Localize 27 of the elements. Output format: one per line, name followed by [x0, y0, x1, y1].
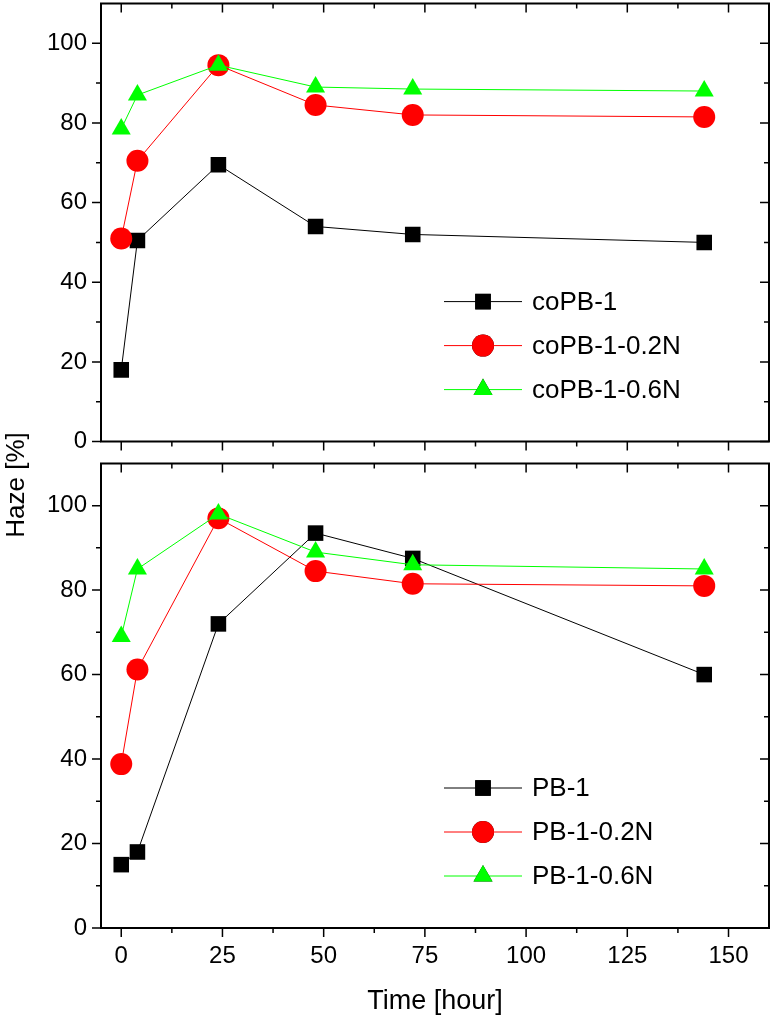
y-tick-label: 80: [60, 574, 87, 602]
x-tick-label: 150: [708, 941, 749, 969]
y-tick-label: 20: [60, 828, 87, 856]
x-tick-label: 50: [310, 941, 338, 969]
legend-label: PB-1: [532, 772, 590, 803]
y-tick-label: 80: [60, 107, 87, 135]
x-tick-label: 75: [411, 941, 439, 969]
y-tick-label: 60: [60, 659, 87, 687]
y-tick-label: 40: [60, 266, 87, 294]
y-tick-label: 20: [60, 346, 87, 374]
legend-label: PB-1-0.6N: [532, 860, 654, 891]
x-tick-label: 125: [607, 941, 648, 969]
legend-label: PB-1-0.2N: [532, 816, 654, 847]
y-tick-label: 100: [46, 490, 87, 518]
legend-label: coPB-1-0.6N: [532, 373, 681, 404]
y-axis-title: Haze [%]: [0, 431, 30, 540]
x-axis-title: Time [hour]: [367, 985, 503, 1016]
y-tick-label: 40: [60, 743, 87, 771]
y-tick-label: 100: [46, 27, 87, 55]
legend-label: coPB-1: [532, 285, 618, 316]
x-tick-label: 0: [114, 941, 128, 969]
legend-label: coPB-1-0.2N: [532, 329, 681, 360]
y-tick-label: 60: [60, 187, 87, 215]
x-tick-label: 100: [506, 941, 547, 969]
y-tick-label: 0: [73, 426, 87, 454]
x-tick-label: 25: [209, 941, 236, 969]
y-tick-label: 0: [73, 912, 87, 940]
